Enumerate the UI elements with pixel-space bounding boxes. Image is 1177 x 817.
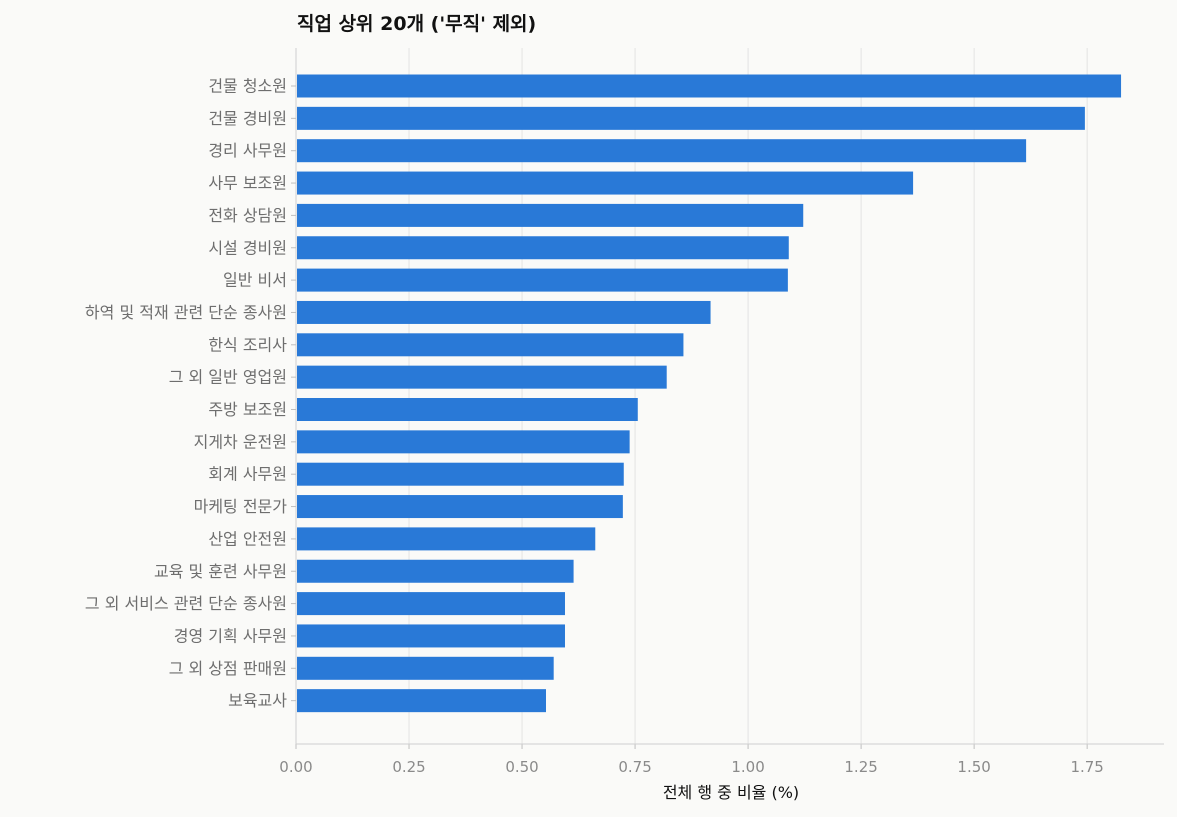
axes (291, 48, 1164, 749)
x-tick-label: 0.75 (618, 758, 651, 776)
category-label: 교육 및 훈련 사무원 (154, 562, 287, 581)
category-label: 건물 경비원 (208, 109, 287, 128)
x-tick-label: 0.00 (279, 758, 312, 776)
chart-title: 직업 상위 20개 ('무직' 제외) (297, 13, 536, 35)
category-label: 그 외 일반 영업원 (169, 368, 287, 387)
bar (297, 236, 789, 260)
x-tick-label: 1.50 (957, 758, 990, 776)
category-label: 시설 경비원 (208, 238, 287, 257)
category-label: 지게차 운전원 (194, 432, 287, 451)
category-label: 주방 보조원 (208, 400, 287, 419)
grid-lines (408, 48, 1088, 744)
category-label: 한식 조리사 (208, 335, 287, 354)
x-tick-label: 1.25 (844, 758, 877, 776)
x-tick-label: 1.00 (731, 758, 764, 776)
x-tick-label: 0.25 (392, 758, 425, 776)
category-label: 산업 안전원 (208, 529, 287, 548)
x-axis-label: 전체 행 중 비율 (%) (663, 783, 799, 802)
bar (297, 462, 624, 486)
bar (297, 495, 623, 519)
category-label: 건물 청소원 (208, 77, 287, 96)
bar (297, 398, 638, 421)
x-tick-label: 0.50 (505, 758, 538, 776)
bar (297, 139, 1027, 163)
category-label: 사무 보조원 (208, 174, 287, 193)
category-label: 회계 사무원 (208, 465, 287, 484)
category-label: 하역 및 적재 관련 단순 종사원 (85, 303, 287, 322)
bar (297, 268, 788, 292)
x-tick-label: 1.75 (1070, 758, 1103, 776)
bar (297, 300, 711, 324)
bar (297, 559, 574, 583)
category-label: 마케팅 전문가 (194, 497, 288, 516)
bar (297, 430, 630, 454)
bar (297, 333, 684, 357)
bar (297, 624, 565, 648)
category-label: 그 외 서비스 관련 단순 종사원 (85, 594, 287, 613)
bars (297, 74, 1122, 713)
category-label: 전화 상담원 (208, 206, 287, 225)
bar (297, 106, 1085, 130)
x-tick-labels: 0.00 0.25 0.50 0.75 1.00 1.25 1.50 1.75 (279, 758, 1104, 776)
bar (297, 689, 547, 713)
bar (297, 74, 1122, 98)
bar (297, 527, 596, 551)
bar (297, 592, 565, 616)
bar (297, 203, 804, 227)
category-label: 보육교사 (228, 691, 287, 710)
category-label: 경리 사무원 (208, 141, 287, 160)
category-label: 경영 기획 사무원 (174, 626, 287, 645)
category-label: 그 외 상점 판매원 (169, 659, 287, 678)
bar (297, 171, 914, 195)
bar (297, 365, 667, 389)
category-label: 일반 비서 (223, 271, 287, 290)
bar (297, 656, 554, 680)
